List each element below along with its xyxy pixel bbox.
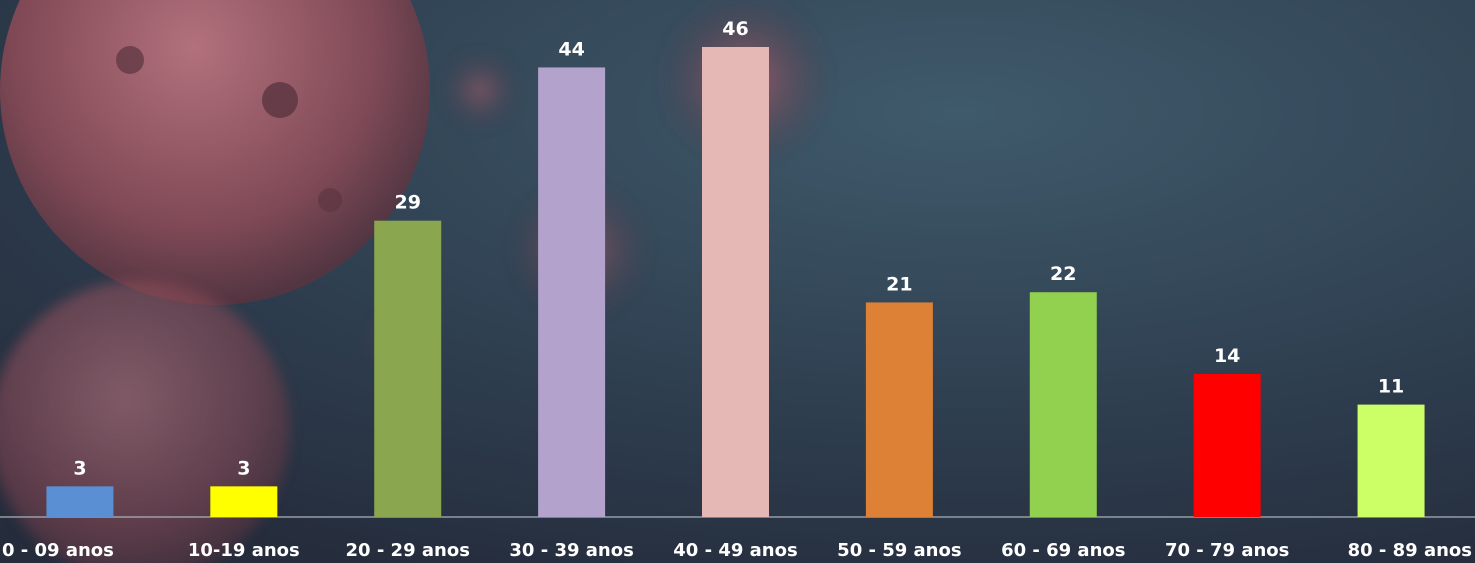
value-label-7: 22 [1050, 263, 1076, 285]
category-label-4: 30 - 39 anos [509, 540, 633, 561]
bar-9 [1358, 405, 1425, 517]
category-label-5: 40 - 49 anos [673, 540, 797, 561]
category-label-1: 0 - 09 anos [2, 540, 114, 561]
value-label-1: 3 [73, 457, 86, 479]
category-labels-group: 0 - 09 anos 10-19 anos 20 - 29 anos 30 - 39… [2, 540, 1472, 561]
value-label-2: 3 [237, 457, 250, 479]
bar-4 [538, 67, 605, 517]
category-label-2: 10-19 anos [188, 540, 300, 561]
bar-2 [210, 486, 277, 517]
value-label-9: 11 [1378, 376, 1404, 398]
category-label-3: 20 - 29 anos [346, 540, 470, 561]
value-label-3: 29 [394, 192, 420, 214]
value-label-5: 46 [722, 18, 748, 40]
value-label-4: 44 [558, 38, 584, 60]
category-label-7: 60 - 69 anos [1001, 540, 1125, 561]
bar-5 [702, 47, 769, 517]
value-label-8: 14 [1214, 345, 1240, 367]
bar-7 [1030, 292, 1097, 517]
category-label-8: 70 - 79 anos [1165, 540, 1289, 561]
value-label-6: 21 [886, 273, 912, 295]
bar-6 [866, 302, 933, 517]
category-label-6: 50 - 59 anos [837, 540, 961, 561]
bar-3 [374, 221, 441, 517]
bar-8 [1194, 374, 1261, 517]
category-label-9: 80 - 89 anos [1348, 540, 1472, 561]
bar-1 [46, 486, 113, 517]
